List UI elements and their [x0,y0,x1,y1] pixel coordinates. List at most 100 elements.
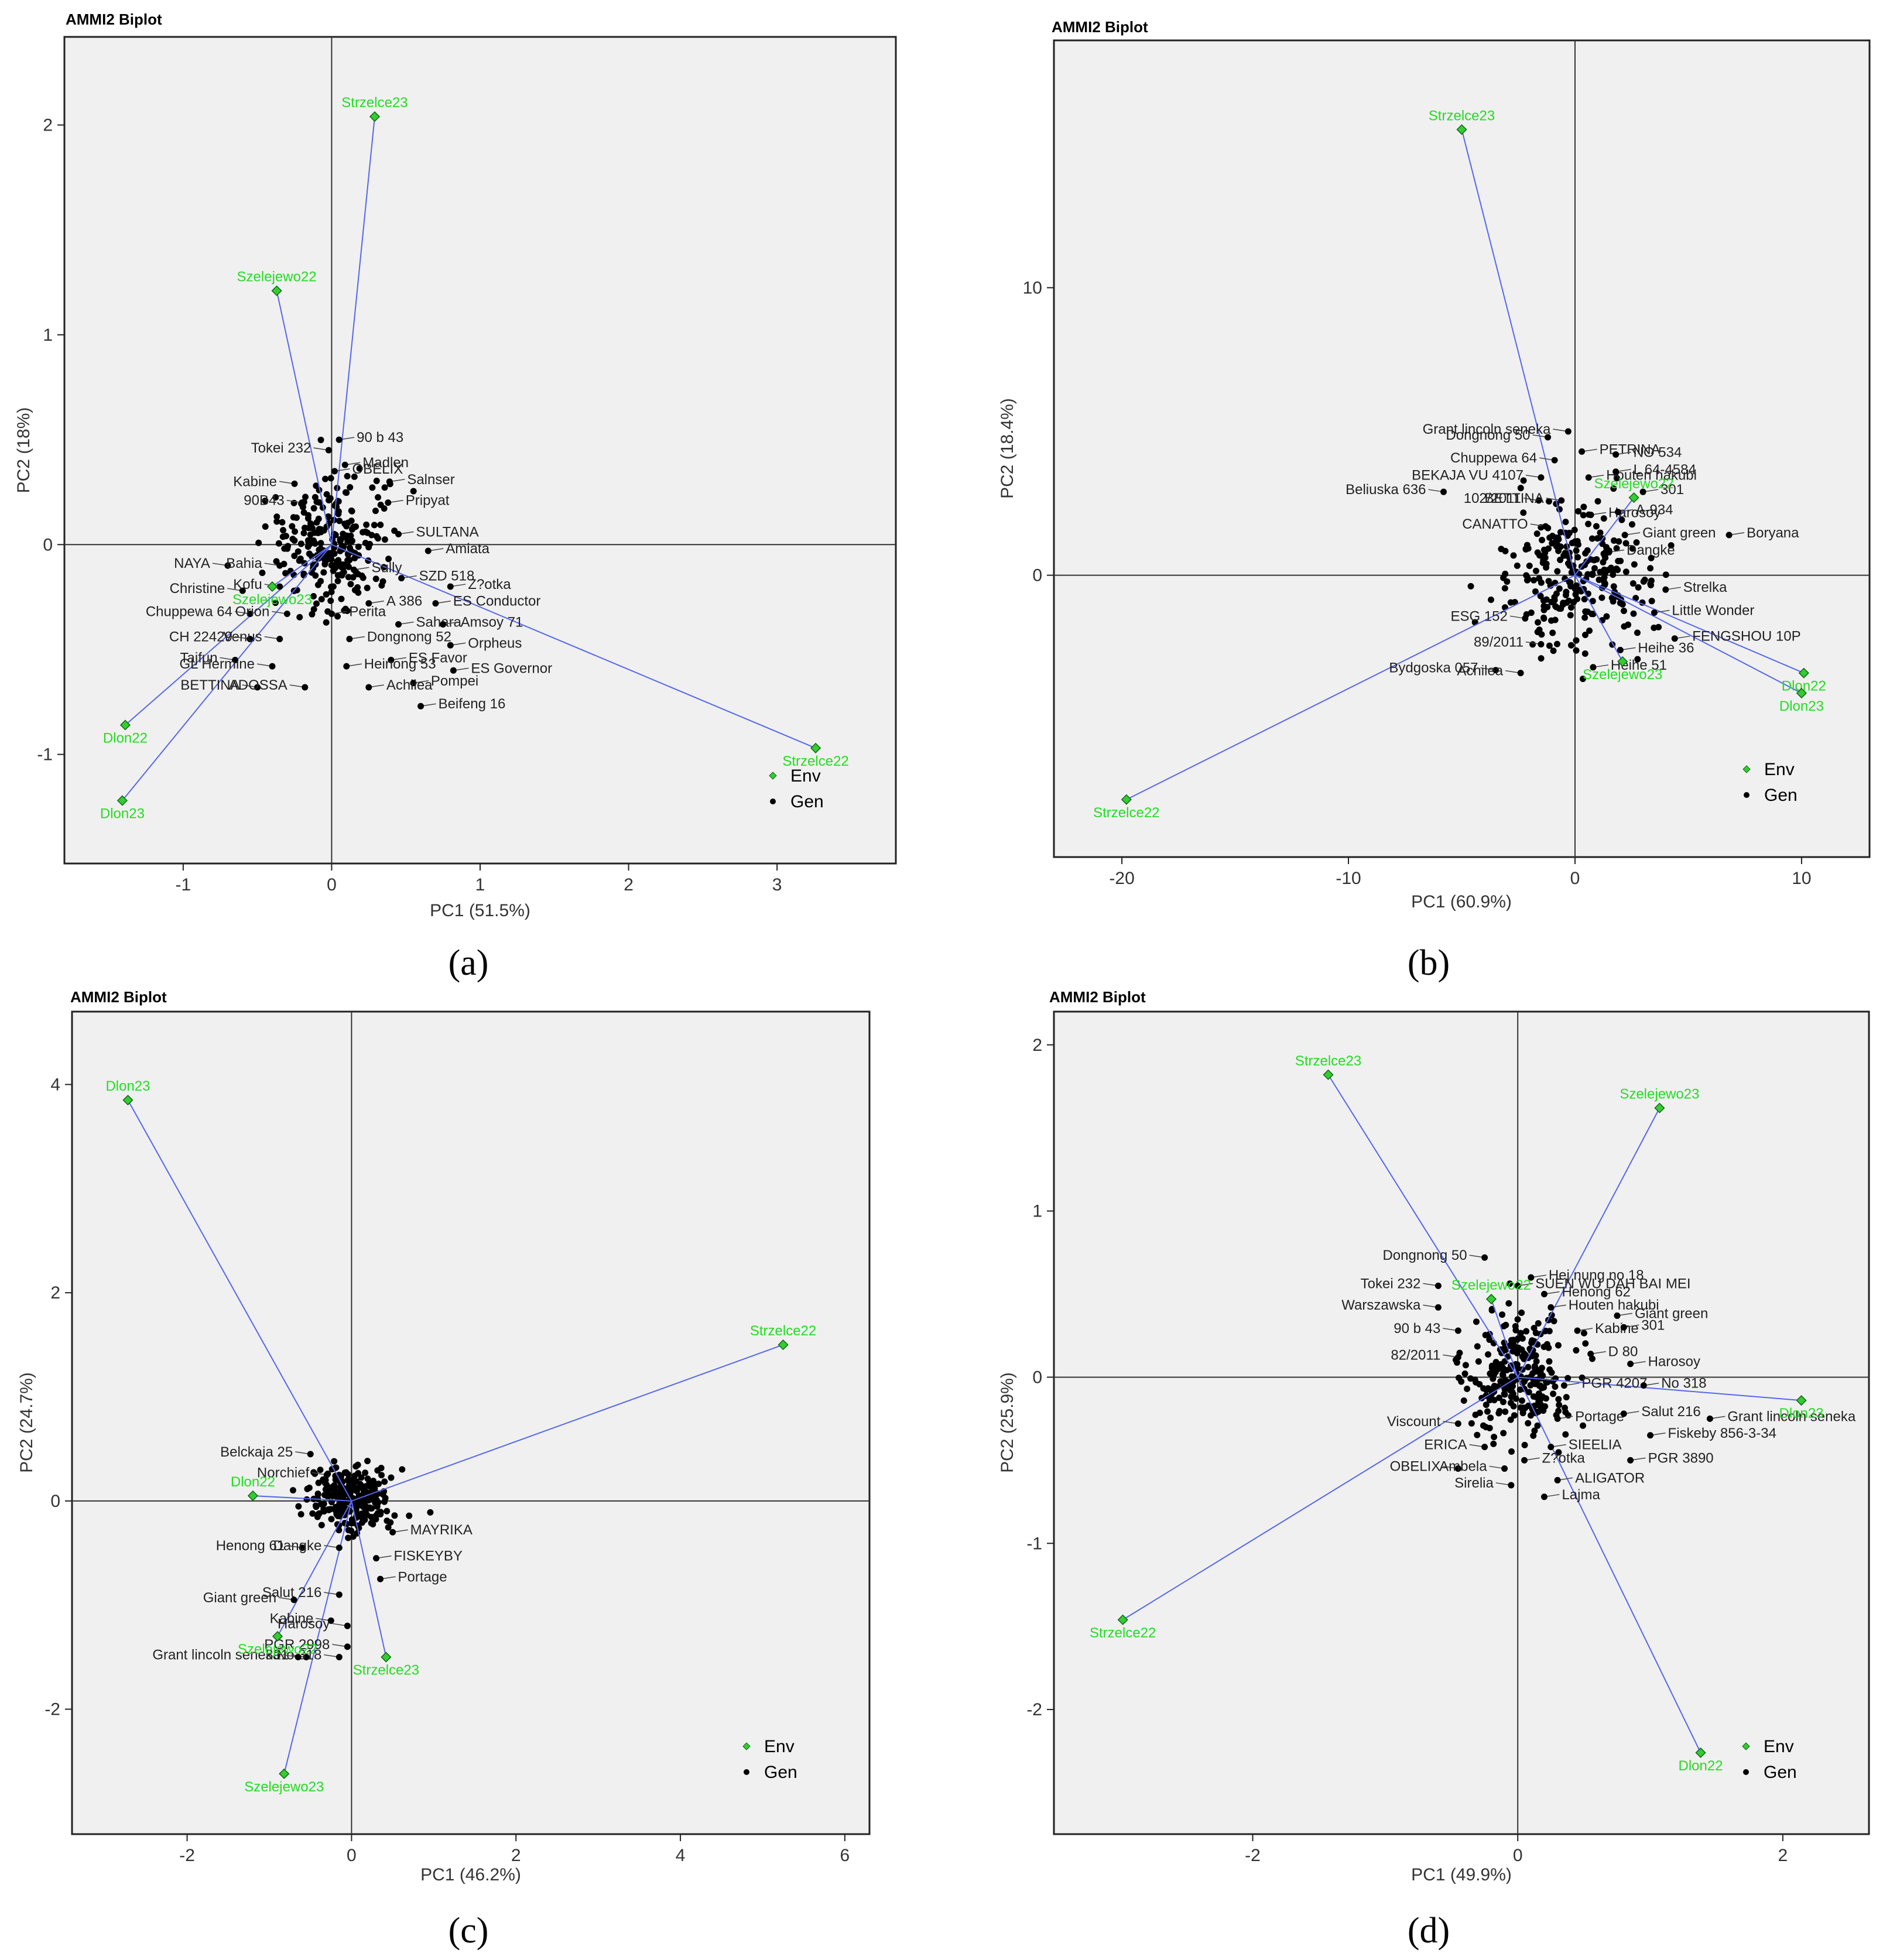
env-vector [252,1495,352,1502]
genotype-point [1545,1344,1552,1351]
env-vector [1574,575,1624,662]
env-point [1117,1614,1128,1625]
env-label: Szelejewo23 [244,1779,324,1795]
genotype-point [1611,537,1618,544]
env-label: Strzelce22 [1090,1625,1156,1641]
genotype-point [1531,1402,1538,1409]
genotype-point [328,1516,335,1523]
genotype-point [1491,1371,1498,1378]
genotype-label: Hej nung no 18 [1549,1267,1644,1283]
env-point [279,1768,290,1779]
genotype-point [297,1511,304,1518]
genotype-point [1631,561,1638,568]
genotype-point [350,523,357,530]
genotype-point [1551,594,1558,601]
env-vector [1490,1298,1519,1378]
genotype-point [1558,497,1565,504]
genotype-point [1639,488,1646,495]
genotype-label: Viscount [1387,1414,1441,1430]
x-tick-label: 0 [1570,869,1580,888]
genotype-point [1518,1397,1525,1404]
genotype-point [335,1527,343,1534]
genotype-label: SZD 518 [419,568,475,584]
genotype-point [1597,529,1604,536]
genotype-point [303,1496,310,1503]
genotype-point [1531,1324,1538,1331]
panel-c: AMMI2 Biplot -2 0 2 4 6 -2 0 2 4 Norchief Belckaja… [17,988,871,1951]
genotype-point [1501,1322,1508,1329]
x-tick-label: 0 [327,875,337,895]
legend-gen-marker [1744,792,1750,798]
genotype-label: 301 [1661,482,1684,498]
genotype-label: Harosoy [278,1616,330,1632]
genotype-point [1548,617,1555,624]
genotype-label: A-934 [1635,502,1673,518]
genotype-label: Beifeng 16 [439,696,506,712]
genotype-point [336,518,343,525]
genotype-point [1572,585,1579,592]
genotype-label: Giant green [1635,1305,1708,1321]
genotype-point [305,525,312,532]
plot-area [1053,39,1871,858]
genotype-point [1580,512,1587,519]
genotype-point [410,488,417,495]
genotype-point [1557,556,1564,563]
genotype-label: Dangke [1627,542,1675,558]
legend-env-marker [1742,765,1751,773]
genotype-point [377,501,384,508]
legend-env-marker [769,772,777,780]
genotype-point [255,539,262,546]
env-point [381,1651,392,1663]
genotype-point [1540,615,1548,622]
genotype-point [332,532,339,539]
genotype-point [352,1486,360,1493]
genotype-point [1536,1382,1543,1389]
x-tick-label: 1 [475,875,485,895]
genotype-point [1612,468,1620,475]
genotype-label: ERICA [1424,1437,1467,1453]
genotype-point [281,545,288,552]
genotype-point [1610,583,1617,590]
legend-gen-label: Gen [790,792,824,811]
genotype-point [345,1478,352,1485]
genotype-point [1523,1328,1530,1335]
genotype-point [1605,549,1612,556]
genotype-label: Pripyat [406,493,450,509]
genotype-point [305,512,312,519]
genotype-point [320,1500,327,1507]
genotype-point [292,528,299,535]
genotype-point [1483,1402,1490,1409]
env-label: Szelejewo22 [237,269,317,285]
genotype-point [335,498,342,505]
y-tick-label: -2 [1026,1700,1042,1719]
genotype-label: Portage [398,1569,447,1585]
genotype-label: Lajma [1562,1487,1600,1503]
env-label: Strzelce22 [1093,805,1159,821]
genotype-point [1548,598,1555,605]
genotype-point [327,475,334,482]
plot-content: -2 0 2 -2 -1 0 1 2 Dongnong 50 Hej nung no 18 Toke… [1026,1012,1869,1865]
genotype-point [1546,1358,1553,1365]
genotype-point [1556,585,1563,592]
genotype-point [307,1451,314,1458]
genotype-point [344,557,351,564]
genotype-point [1629,545,1636,552]
genotype-point [1648,554,1655,561]
env-label: Strzelce23 [1429,108,1495,124]
genotype-point [1574,554,1581,561]
genotype-label: Grant lincoln seneka [152,1647,280,1663]
genotype-point [1608,564,1615,571]
genotype-point [318,1522,325,1529]
env-label: Dlon23 [105,1078,150,1094]
genotype-point [1593,523,1600,530]
genotype-point [1585,520,1592,527]
genotype-point [1525,1402,1532,1409]
genotype-point [1582,608,1589,615]
genotype-point [1501,1345,1508,1352]
genotype-point [1486,1336,1493,1343]
genotype-point [328,611,335,618]
genotype-point [313,498,320,505]
env-point [1798,667,1809,679]
genotype-point [450,667,457,674]
genotype-point [331,1458,338,1465]
